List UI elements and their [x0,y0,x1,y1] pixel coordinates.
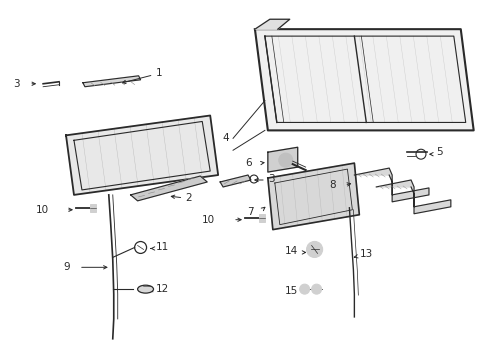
Circle shape [311,284,321,294]
Bar [258,214,264,222]
Text: 3: 3 [267,174,274,184]
Text: 3: 3 [13,79,20,89]
Bar [90,204,96,212]
Polygon shape [130,176,207,201]
Text: 7: 7 [246,207,253,217]
Text: 10: 10 [36,205,49,215]
Text: 11: 11 [155,243,168,252]
Polygon shape [354,168,428,202]
Text: 5: 5 [435,147,442,157]
Text: 6: 6 [244,158,251,168]
Ellipse shape [137,285,153,293]
Text: 12: 12 [155,284,168,294]
Text: 14: 14 [284,247,297,256]
Polygon shape [375,180,450,214]
Circle shape [299,284,309,294]
Text: 15: 15 [284,286,297,296]
Text: 9: 9 [63,262,69,272]
Polygon shape [254,19,289,29]
Polygon shape [254,29,473,130]
Polygon shape [83,76,141,87]
Text: 4: 4 [222,133,228,143]
Polygon shape [66,116,218,195]
Text: 10: 10 [202,215,215,225]
Circle shape [278,153,292,167]
Polygon shape [267,163,359,230]
Circle shape [306,242,322,257]
Text: 2: 2 [185,193,192,203]
Polygon shape [220,175,250,187]
Text: 8: 8 [329,180,335,190]
Text: 1: 1 [155,68,162,78]
Text: 13: 13 [359,249,372,260]
Polygon shape [267,147,297,172]
